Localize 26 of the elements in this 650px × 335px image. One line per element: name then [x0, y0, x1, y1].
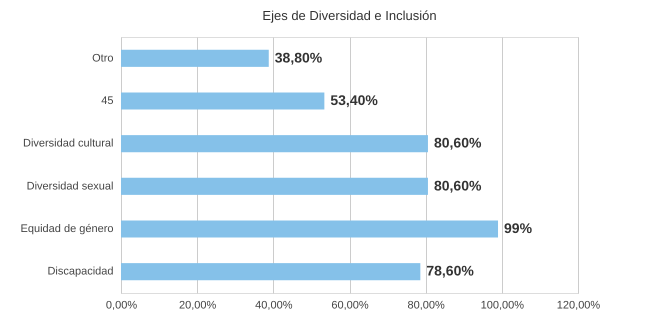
y-tick-label: Equidad de género: [20, 223, 114, 235]
y-tick-label: Otro: [92, 52, 114, 64]
data-label: 78,60%: [426, 262, 474, 279]
data-label: 53,40%: [330, 92, 378, 108]
bar: [121, 50, 269, 67]
y-tick-label: Diversidad sexual: [26, 180, 114, 192]
bar: [121, 263, 420, 280]
chart-title: Ejes de Diversidad e Inclusión: [262, 8, 437, 23]
y-tick-label: Discapacidad: [47, 266, 114, 278]
bar: [121, 135, 428, 152]
bar: [121, 92, 324, 110]
x-tick-label: 20,00%: [179, 300, 217, 312]
y-tick-label: 45: [101, 95, 114, 107]
bar: [121, 220, 498, 238]
x-tick-label: 100,00%: [480, 300, 524, 312]
data-label: 38,80%: [274, 49, 323, 66]
x-tick-label: 80,00%: [408, 300, 446, 312]
data-label: 80,60%: [434, 134, 482, 151]
x-tick-label: 60,00%: [331, 300, 369, 312]
y-tick-label: Diversidad cultural: [23, 138, 114, 150]
bar: [121, 178, 428, 195]
x-tick-label: 40,00%: [255, 300, 293, 312]
data-label: 80,60%: [434, 177, 482, 194]
x-tick-label: 0,00%: [106, 300, 138, 312]
x-tick-label: 120,00%: [556, 300, 600, 312]
data-label: 99%: [504, 220, 533, 236]
